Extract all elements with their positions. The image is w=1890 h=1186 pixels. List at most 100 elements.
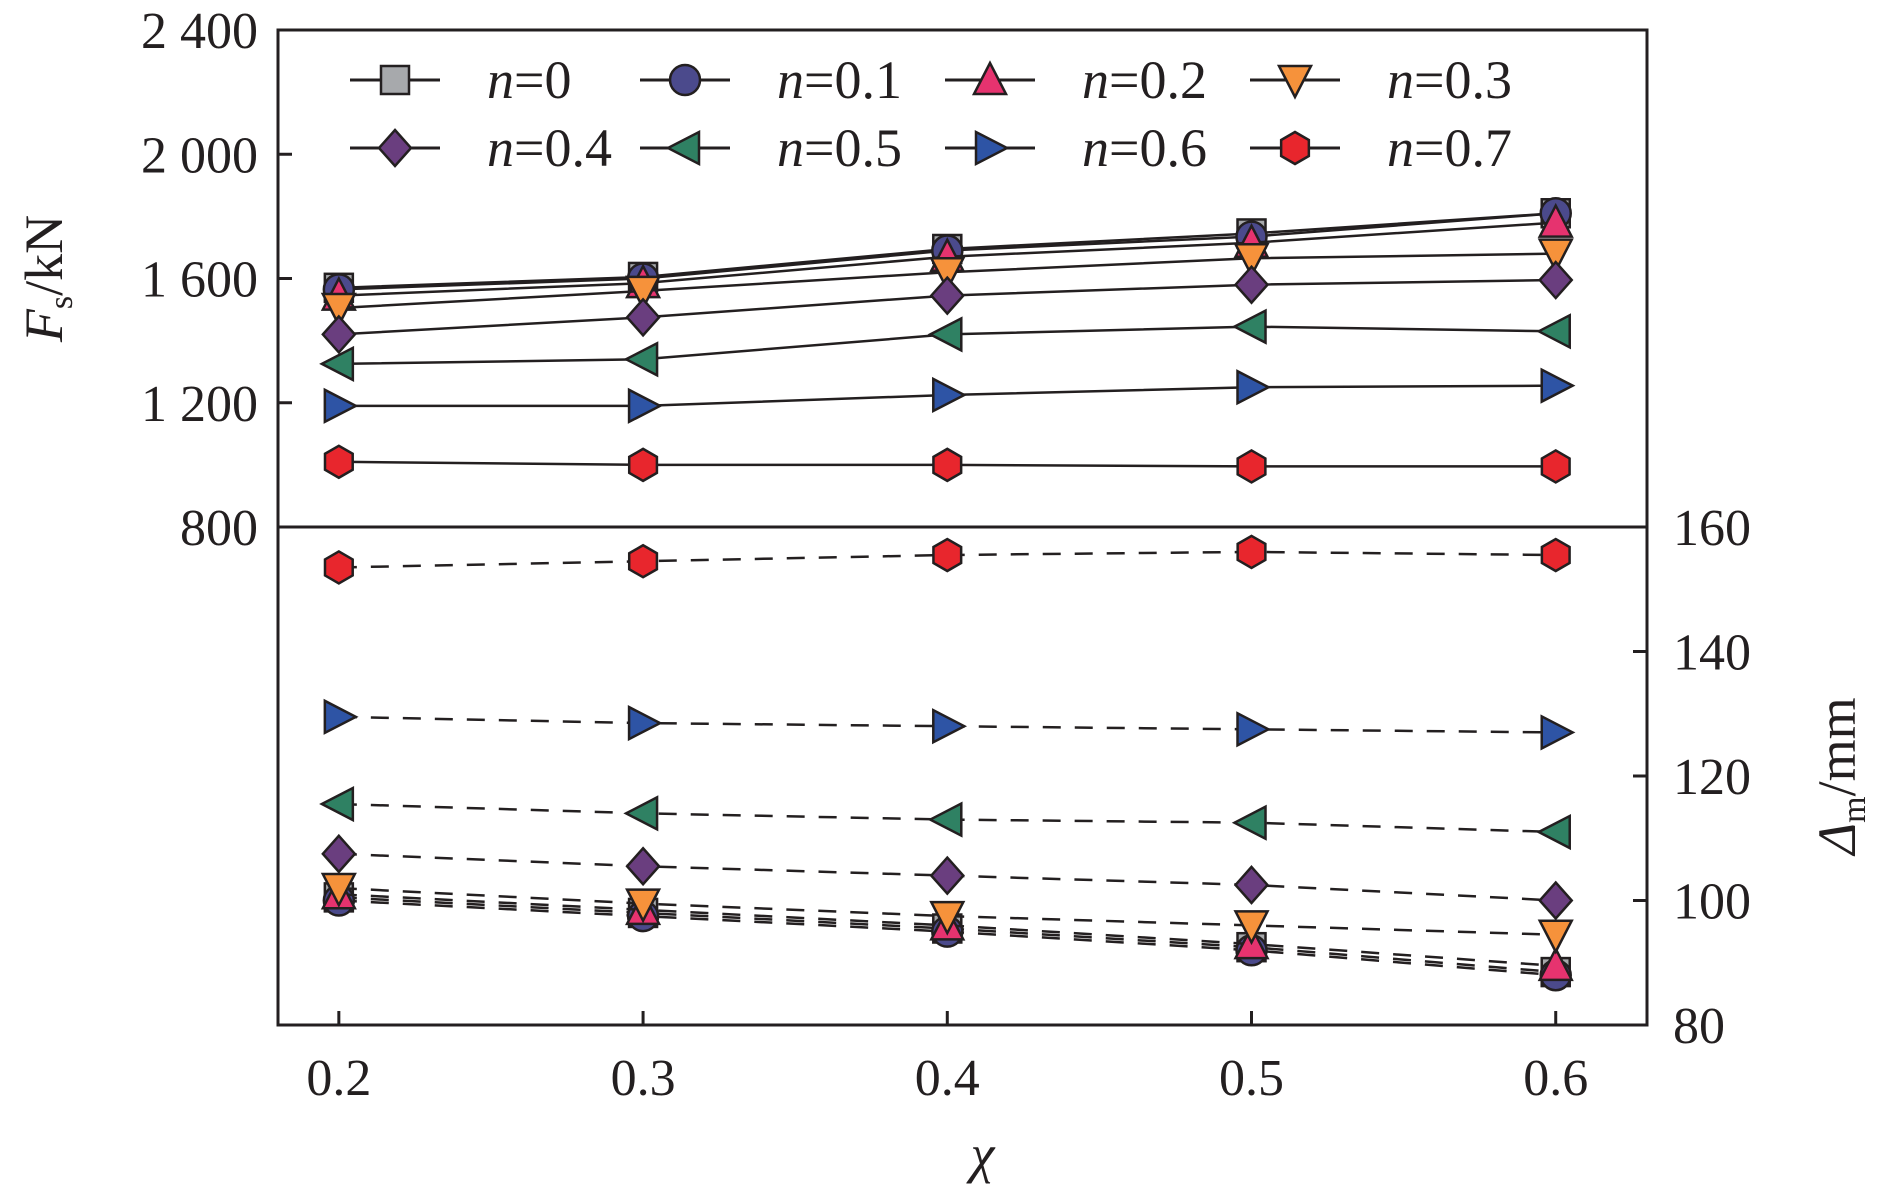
- axes-layer: 800 1 200 1 600 2 000 2 400 80 100 120 140 160 0.2…: [14, 3, 1873, 1184]
- legend-label: n=0: [487, 50, 571, 110]
- series-layer: [319, 197, 1576, 992]
- legend-marker: [1279, 130, 1311, 166]
- delta-point: [323, 550, 354, 585]
- legend-item: n=0.4: [350, 118, 612, 178]
- y-right-tick-label: 100: [1673, 874, 1751, 931]
- legend-item: n=0.6: [945, 118, 1207, 178]
- legend-label: n=0.5: [777, 118, 902, 178]
- legend-label: n=0.6: [1082, 118, 1207, 178]
- legend-marker: [379, 64, 411, 96]
- y-right-tick-label: 80: [1673, 998, 1725, 1055]
- legend-label: n=0.3: [1387, 50, 1512, 110]
- x-tick-label: 0.3: [611, 1050, 676, 1107]
- y-left-tick-label: 800: [180, 500, 258, 557]
- delta-point: [929, 855, 965, 896]
- legend-marker: [1276, 64, 1314, 100]
- y-right-axis-title: Δm/mm: [1807, 697, 1873, 856]
- legend-marker: [974, 129, 1010, 167]
- fs-point: [623, 341, 659, 378]
- y-left-tick-label: 2 000: [141, 127, 258, 184]
- delta-point: [929, 900, 966, 936]
- delta-point: [1540, 714, 1576, 751]
- delta-point: [1540, 537, 1571, 573]
- legend-label: n=0.7: [1387, 118, 1512, 178]
- delta-point: [320, 872, 357, 908]
- legend-marker: [668, 63, 702, 97]
- series-n=0.6: [323, 367, 1576, 751]
- delta-point: [1233, 865, 1270, 905]
- delta-point: [1537, 946, 1574, 982]
- fs-point: [319, 345, 355, 382]
- fs-point: [932, 447, 963, 483]
- delta-point: [1537, 919, 1574, 955]
- fs-point: [323, 444, 354, 480]
- legend-item: n=0.7: [1250, 118, 1512, 178]
- delta-point: [932, 708, 968, 745]
- delta-point: [321, 833, 357, 874]
- delta-point: [1236, 711, 1272, 748]
- fs-point: [929, 257, 966, 293]
- fs-point: [929, 275, 965, 316]
- fs-point: [1233, 264, 1270, 305]
- x-tick-label: 0.4: [915, 1050, 980, 1107]
- legend: n=0 n=0.1 n=0.2 n=0.3 n=0.4 n=0.5 n=0.6 n=0.7: [350, 50, 1512, 178]
- delta-point: [1231, 804, 1267, 841]
- y-right-tick-label: 140: [1673, 625, 1751, 682]
- series-n=0.4: [321, 260, 1574, 921]
- y-left-tick-label: 2 400: [141, 3, 258, 60]
- series-n=0.3: [320, 238, 1574, 955]
- fs-point: [625, 275, 662, 311]
- legend-label: n=0.1: [777, 50, 902, 110]
- y-left-axis-title: Fs/kN: [14, 215, 80, 343]
- series-n=0.5: [319, 308, 1571, 851]
- y-left-tick-label: 1 600: [141, 252, 258, 309]
- x-tick-label: 0.2: [306, 1050, 371, 1107]
- delta-point: [932, 537, 963, 573]
- delta-point: [625, 888, 662, 924]
- fs-point: [1231, 308, 1267, 345]
- fs-point: [321, 314, 357, 355]
- delta-point: [625, 846, 661, 887]
- legend-item: n=0.1: [640, 50, 902, 110]
- fs-point: [1540, 448, 1571, 484]
- delta-point: [623, 795, 659, 832]
- y-right-tick-label: 160: [1673, 500, 1751, 557]
- fs-point: [927, 316, 963, 353]
- fs-point: [625, 297, 661, 338]
- series-n=0.7: [323, 444, 1571, 585]
- legend-item: n=0.2: [945, 50, 1207, 110]
- legend-item: n=0.3: [1250, 50, 1512, 110]
- delta-point: [1236, 534, 1267, 570]
- delta-point: [1536, 813, 1571, 851]
- fs-point: [1540, 367, 1576, 404]
- fs-point: [932, 376, 968, 414]
- fs-point: [1537, 202, 1574, 238]
- fs-point: [323, 387, 359, 424]
- legend-item: n=0: [350, 50, 571, 110]
- fs-point: [627, 447, 659, 483]
- fs-point: [1537, 238, 1574, 274]
- fs-point: [1236, 369, 1272, 406]
- fs-point: [320, 292, 357, 328]
- legend-item: n=0.5: [640, 118, 902, 178]
- x-axis-title: χ: [966, 1124, 996, 1184]
- delta-point: [627, 705, 663, 742]
- delta-point: [627, 543, 659, 579]
- fs-point: [1233, 243, 1270, 279]
- y-left-tick-label: 1 200: [141, 376, 258, 433]
- legend-marker: [665, 129, 701, 167]
- legend-marker: [971, 60, 1009, 96]
- delta-point: [323, 698, 359, 735]
- fs-point: [1538, 260, 1574, 300]
- delta-point: [319, 785, 355, 823]
- y-right-tick-label: 120: [1673, 749, 1751, 806]
- delta-point: [1538, 880, 1574, 921]
- fs-point: [1536, 313, 1571, 350]
- x-tick-label: 0.6: [1523, 1050, 1588, 1107]
- fs-point: [627, 387, 663, 424]
- delta-point: [1233, 910, 1270, 946]
- legend-label: n=0.2: [1082, 50, 1207, 110]
- legend-marker: [377, 128, 413, 168]
- x-tick-label: 0.5: [1219, 1050, 1284, 1107]
